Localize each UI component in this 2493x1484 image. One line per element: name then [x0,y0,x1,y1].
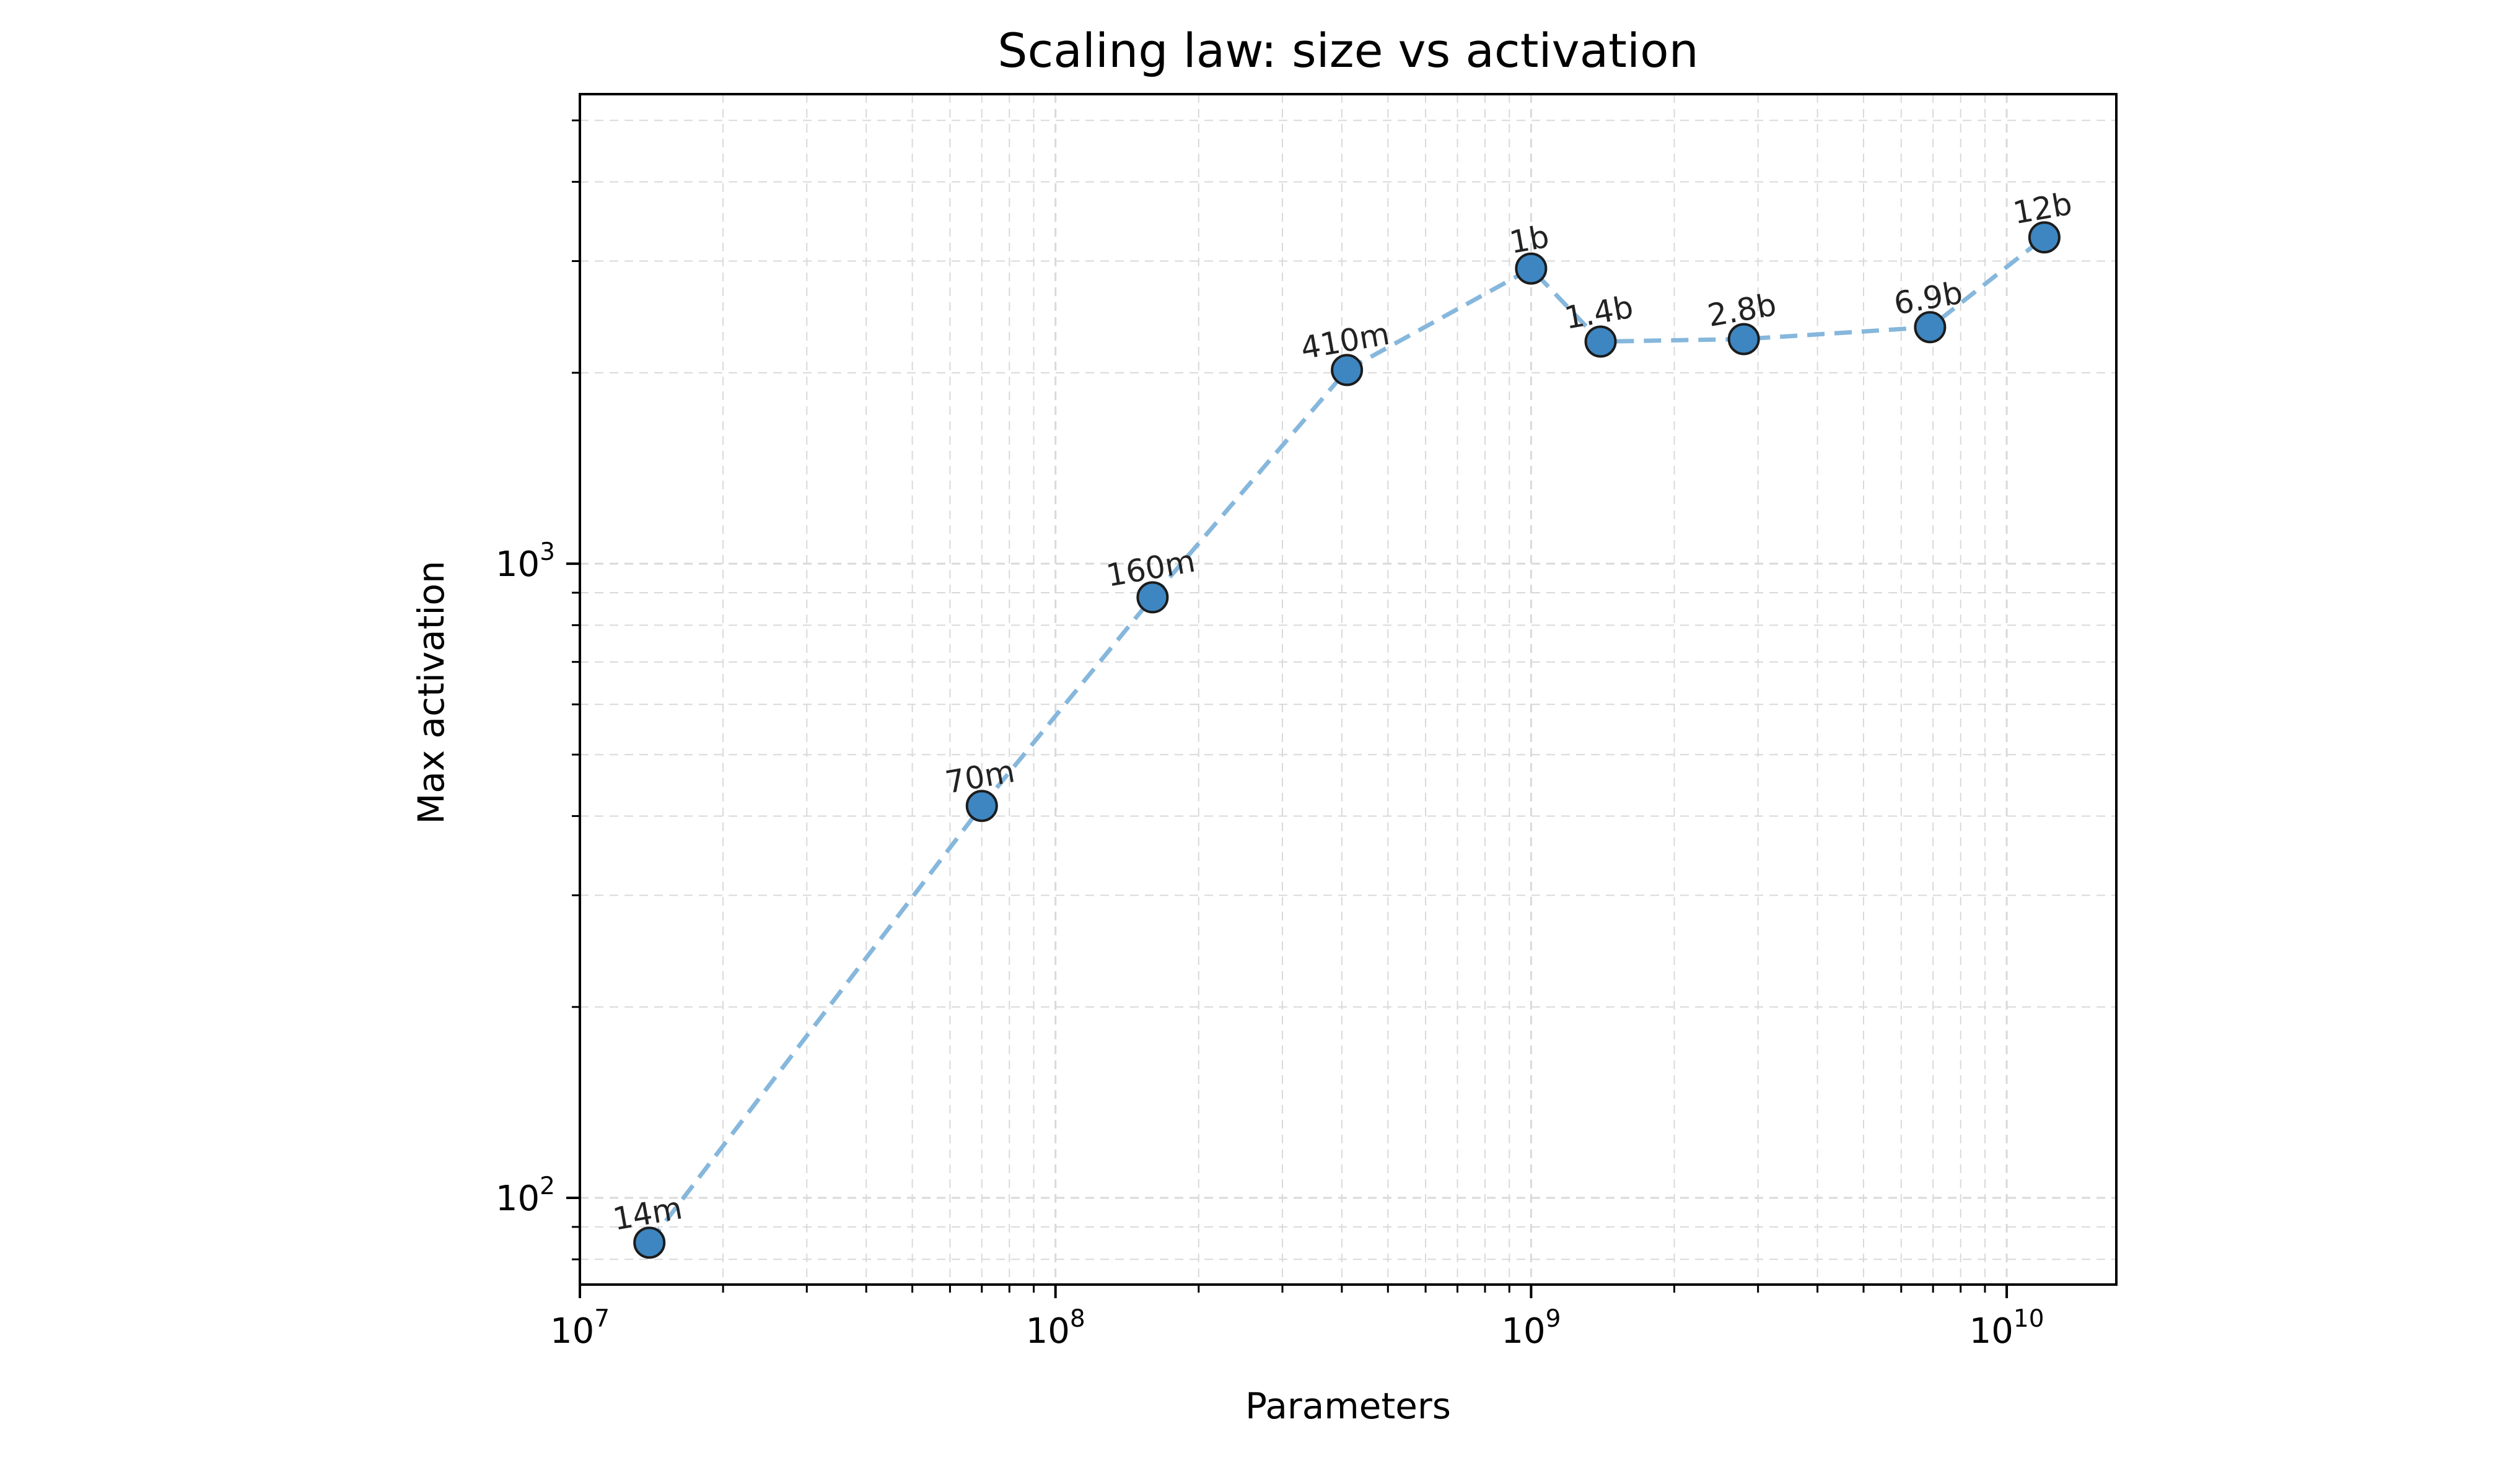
y-tick-exponent: 3 [540,538,555,566]
x-axis-label: Parameters [1245,1385,1451,1427]
data-point-marker [1727,323,1760,356]
x-tick-exponent: 7 [594,1305,610,1333]
data-point-marker [1584,325,1617,358]
plot-frame [579,93,2118,1286]
x-tick-exponent: 10 [2013,1305,2044,1333]
data-point-marker [1515,252,1548,285]
x-axis-ticks: 107 108 109 1010 [550,1285,2044,1351]
x-tick-label: 1010 [1969,1305,2044,1351]
data-point-marker [965,790,998,823]
data-markers [633,221,2061,1259]
y-axis-label: Max activation [410,561,452,824]
x-tick-exponent: 8 [1070,1305,1085,1333]
data-point-marker [1914,311,1947,344]
data-point-marker [2028,221,2061,254]
plot-background [580,94,2116,1285]
x-tick-base: 10 [1501,1311,1545,1351]
y-tick-label: 103 [496,538,555,585]
data-point-marker [1331,354,1364,386]
data-point-label: 1b [1507,219,1552,261]
series-dashed-line [647,235,2046,1244]
x-tick-label: 109 [1501,1305,1561,1351]
x-tick-base: 10 [1026,1311,1070,1351]
y-tick-exponent: 2 [540,1172,555,1200]
y-tick-label: 102 [496,1172,555,1219]
chart-title: Scaling law: size vs activation [997,23,1699,78]
x-tick-base: 10 [1969,1311,2013,1351]
series-line-group [647,235,2046,1244]
data-point-marker [633,1226,666,1259]
data-point-marker [1136,581,1169,614]
grid-minor-lines [580,94,2116,1285]
x-tick-label: 107 [550,1305,610,1351]
y-tick-base: 10 [496,1179,540,1219]
y-tick-base: 10 [496,544,540,585]
x-tick-label: 108 [1026,1305,1085,1351]
x-tick-base: 10 [550,1311,594,1351]
x-tick-exponent: 9 [1546,1305,1561,1333]
